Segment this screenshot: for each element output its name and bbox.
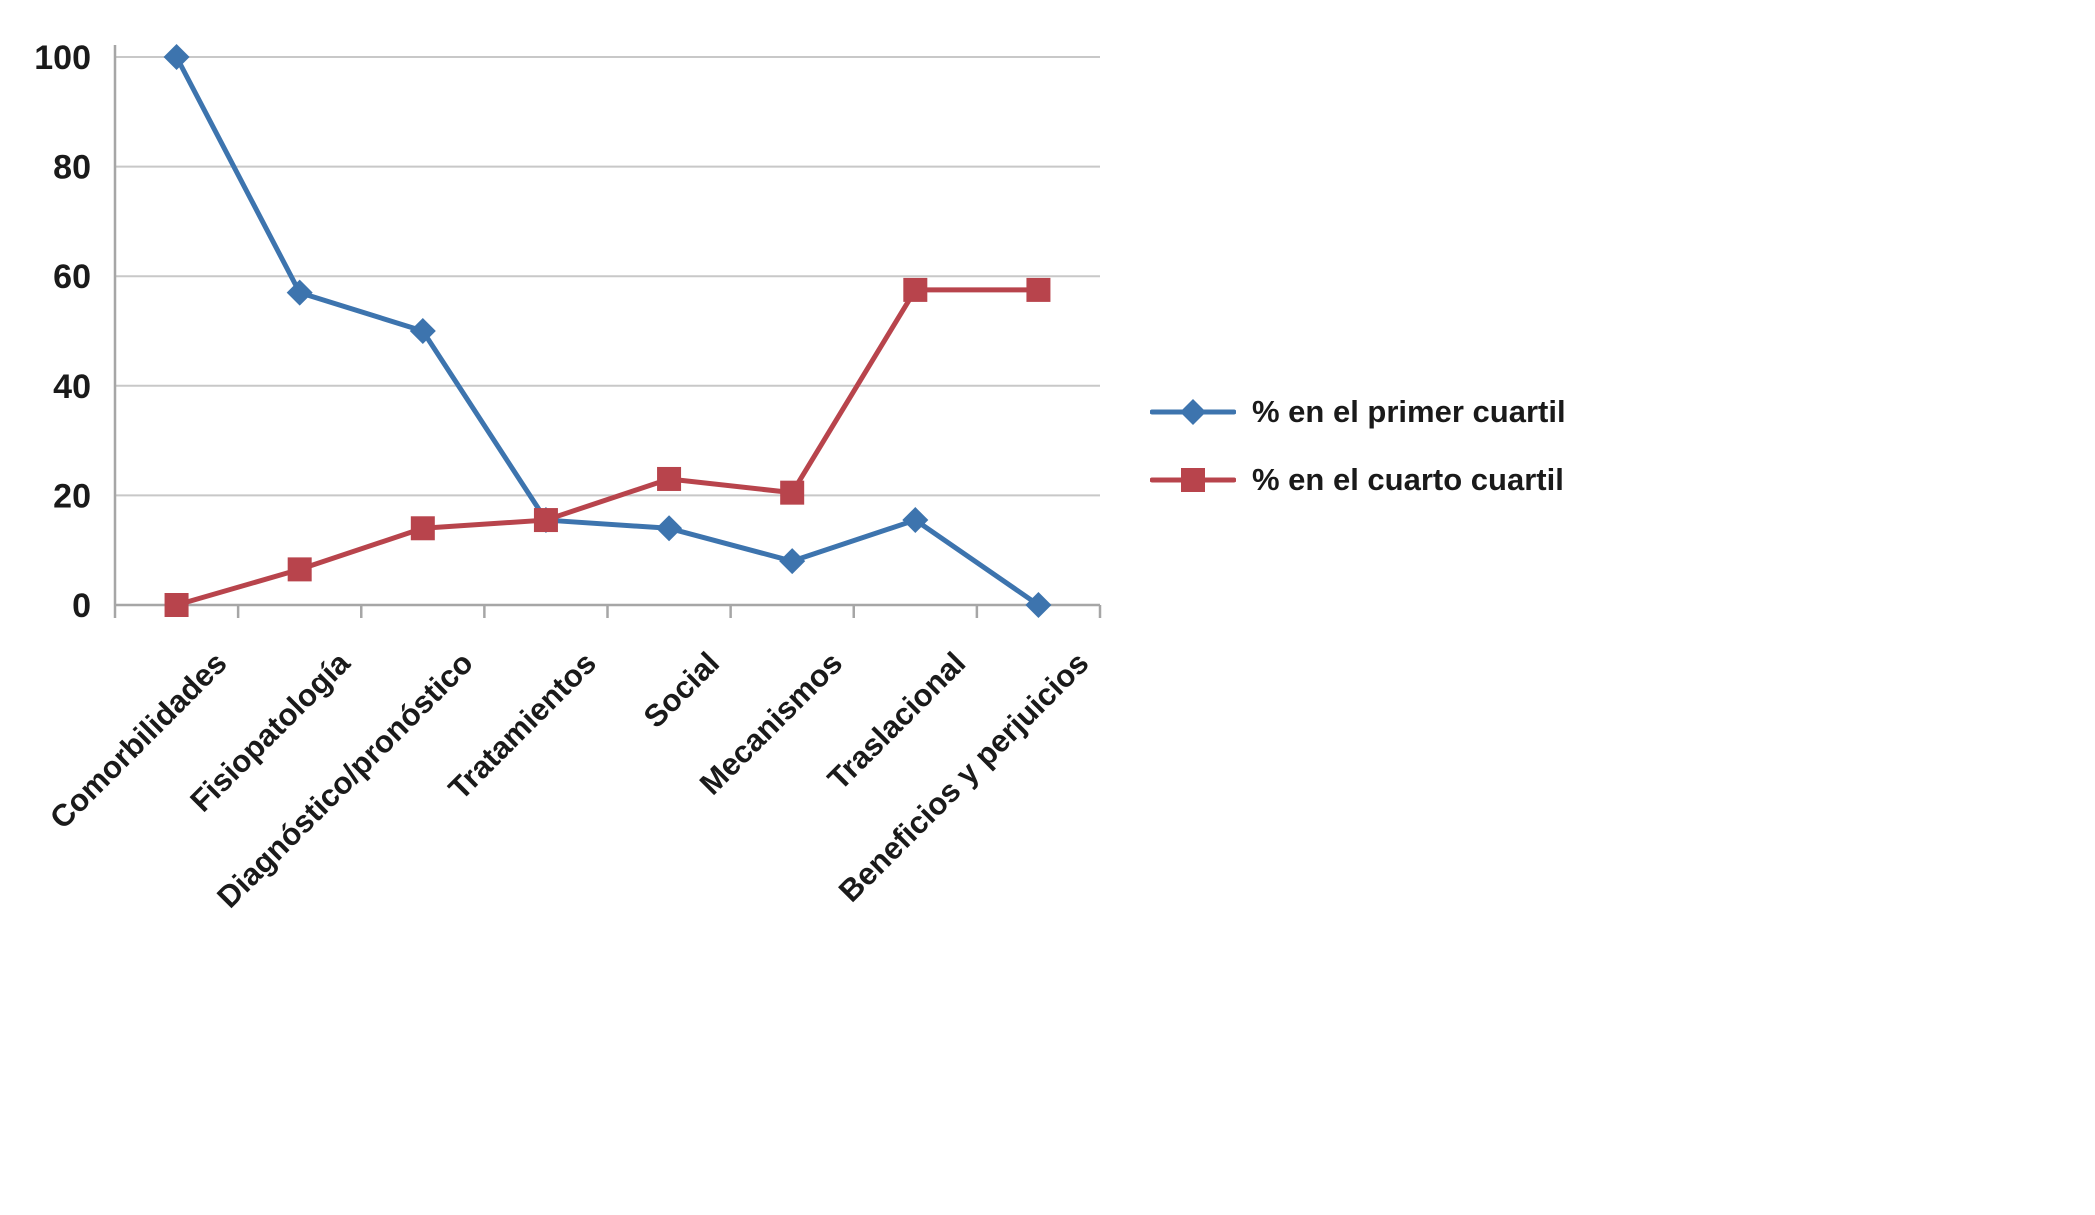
- svg-text:Diagnóstico/pronóstico: Diagnóstico/pronóstico: [210, 645, 480, 915]
- legend-item-primer-cuartil: % en el primer cuartil: [1150, 392, 1566, 432]
- svg-text:80: 80: [53, 149, 91, 187]
- legend-marker-square-icon: [1150, 468, 1236, 492]
- svg-text:20: 20: [53, 477, 91, 515]
- legend-label-cuarto-cuartil: % en el cuarto cuartil: [1252, 462, 1564, 497]
- svg-text:0: 0: [72, 587, 91, 625]
- legend-item-cuarto-cuartil: % en el cuarto cuartil: [1150, 460, 1566, 500]
- legend-label-primer-cuartil: % en el primer cuartil: [1252, 394, 1566, 429]
- svg-text:60: 60: [53, 258, 91, 296]
- legend: % en el primer cuartil % en el cuarto cu…: [1150, 392, 1566, 500]
- svg-text:100: 100: [34, 39, 91, 77]
- legend-marker-diamond-icon: [1150, 399, 1236, 425]
- svg-text:40: 40: [53, 368, 91, 406]
- svg-text:Beneficios y perjuicios: Beneficios y perjuicios: [832, 645, 1096, 909]
- svg-text:Social: Social: [637, 645, 726, 734]
